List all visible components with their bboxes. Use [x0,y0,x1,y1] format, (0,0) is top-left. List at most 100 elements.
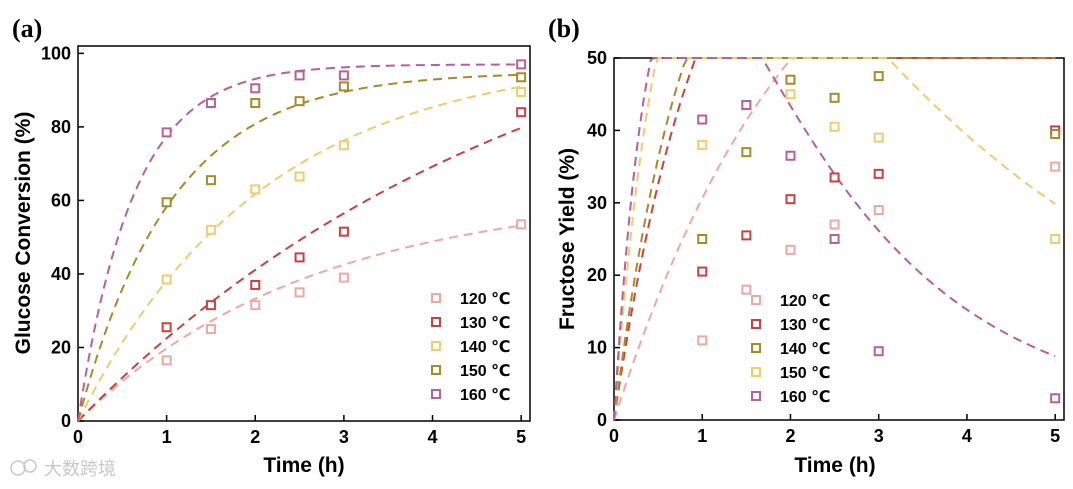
legend-marker [431,389,441,399]
data-point-160C [829,234,840,244]
data-point-120C [338,272,349,283]
data-point-150C [1050,234,1061,244]
panel-a-x-tick-label: 2 [250,427,260,447]
panel-b-x-tick-label: 2 [785,426,795,446]
data-point-150C [873,132,884,143]
data-point-120C [161,355,172,366]
panel-a-y-axis-title: Glucose Conversion (%) [12,112,35,355]
panel-b-data-points [697,71,1061,404]
data-point-120C [294,287,305,298]
data-point-150C [516,72,527,83]
data-point-130C [250,279,261,290]
fit-line-160C [77,63,522,422]
panel-a-y-tick-label: 60 [51,190,71,210]
panel-b-x-tick-label: 4 [962,426,972,446]
legend-label: 130 ℃ [780,317,831,334]
watermark-logo-icon-2 [23,459,37,473]
panel-b-x-tick-label: 1 [697,426,707,446]
data-point-150C [338,81,349,92]
panel-a-y-tick-label: 20 [51,337,71,357]
data-point-140C [250,184,261,195]
data-point-120C [741,284,752,295]
data-point-120C [516,219,527,230]
data-point-130C [294,252,305,263]
watermark-text: 大数跨境 [44,459,116,480]
data-point-140C [161,274,172,285]
data-point-120C [697,335,708,346]
fit-line-130C [613,57,1056,421]
data-point-150C [205,175,216,186]
panel-b-y-tick-label: 0 [597,410,607,430]
data-point-130C [741,230,752,241]
data-point-150C [161,197,172,208]
data-point-120C [785,244,796,255]
data-point-160C [205,97,216,108]
legend-label: 120 ℃ [780,293,831,310]
panel-a-y-tick-label: 100 [41,43,71,63]
panel-a-label: (a) [12,14,42,43]
data-point-150C [294,96,305,107]
fit-line-150C [77,73,522,422]
data-point-130C [338,226,349,237]
data-point-130C [205,300,216,311]
data-point-130C [697,266,708,277]
legend-label: 150 ℃ [780,365,831,382]
panel-a-y-tick-label: 80 [51,117,71,137]
panel-b-y-tick-label: 40 [587,120,607,140]
legend-marker [431,365,441,375]
data-point-150C [785,89,796,100]
data-point-150C [697,139,708,150]
panel-b-x-axis-title: Time (h) [794,454,875,477]
data-point-160C [785,150,796,161]
legend-marker [751,367,761,377]
data-point-140C [205,224,216,235]
panel-b-label: (b) [548,14,580,43]
data-point-160C [741,100,752,111]
data-point-140C [516,86,527,97]
panel-a-x-axis-title: Time (h) [263,454,344,477]
watermark-logo-icon [10,460,26,476]
data-point-160C [294,70,305,81]
data-point-130C [873,168,884,179]
legend-marker [751,295,761,305]
legend-label: 140 ℃ [460,339,511,356]
panel-b-legend: 120 ℃ 130 ℃ 140 ℃ 150 ℃ 160 ℃ [751,293,831,406]
data-point-140C [741,147,752,158]
data-point-120C [873,205,884,216]
data-point-160C [516,59,527,70]
panel-a-y-tick-label: 40 [51,264,71,284]
legend-label: 150 ℃ [460,363,511,380]
legend-marker [751,343,761,353]
fit-line-150C [613,57,1056,421]
panel-a-y-tick-label: 0 [61,411,71,431]
panel-a-x-tick-label: 3 [339,427,349,447]
legend-label: 160 ℃ [780,389,831,406]
legend-label: 120 ℃ [460,291,511,308]
panel-a: (a) 0 1 2 3 4 5 0 20 40 60 80 100 Time (h) Glucose … [12,14,531,477]
data-point-160C [250,83,261,94]
data-point-160C [697,114,708,125]
data-point-130C [516,107,527,118]
panel-a-fit-lines [77,63,522,422]
fit-line-160C [613,57,1056,421]
legend-marker [751,391,761,401]
data-point-140C [294,171,305,182]
data-point-150C [250,97,261,108]
legend-label: 130 ℃ [460,315,511,332]
data-point-120C [250,300,261,311]
panel-a-ticks: 0 1 2 3 4 5 0 20 40 60 80 100 [41,43,526,447]
watermark: 大数跨境 [10,459,116,480]
fit-line-140C [77,85,522,422]
data-point-130C [829,172,840,183]
legend-label: 140 ℃ [780,341,831,358]
panel-a-legend: 120 ℃ 130 ℃ 140 ℃ 150 ℃ 160 ℃ [431,291,511,404]
panel-b-x-tick-label: 0 [609,426,619,446]
data-point-130C [785,194,796,205]
data-point-120C [1050,161,1061,172]
data-point-140C [785,74,796,85]
panel-a-x-tick-label: 4 [428,427,438,447]
data-point-160C [873,346,884,357]
